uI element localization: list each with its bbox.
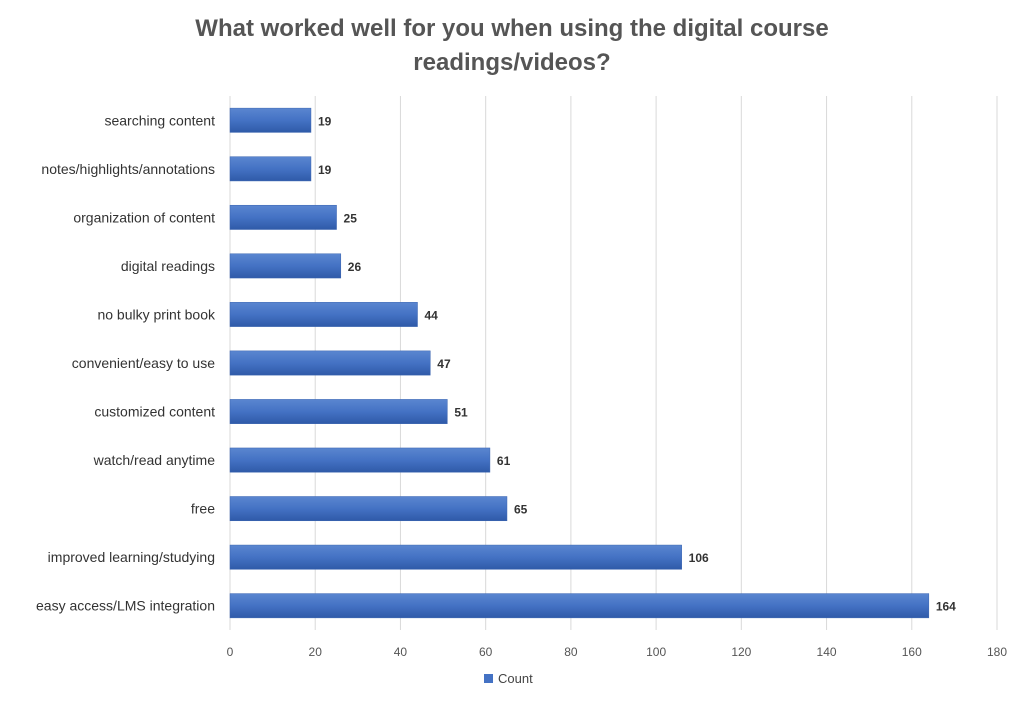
data-label: 65 [514, 503, 528, 517]
bar [229, 593, 930, 619]
category-labels: searching content notes/highlights/annota… [36, 112, 216, 613]
data-label: 19 [318, 114, 332, 128]
x-tick-label: 180 [987, 645, 1007, 659]
x-tick-label: 160 [902, 645, 922, 659]
data-labels: 19 19 25 26 44 47 51 61 65 106 164 [318, 114, 956, 613]
x-tick-label: 40 [394, 645, 408, 659]
data-label: 106 [689, 551, 709, 565]
data-label: 26 [348, 260, 362, 274]
category-label: free [191, 501, 215, 517]
bar [229, 156, 312, 182]
category-label: improved learning/studying [48, 549, 215, 565]
legend-label: Count [498, 671, 533, 686]
chart-title-line-2: readings/videos? [413, 49, 611, 76]
bar [229, 350, 431, 376]
data-label: 164 [936, 600, 956, 614]
bar [229, 447, 491, 473]
data-label: 61 [497, 454, 511, 468]
bar [229, 253, 342, 279]
bars [229, 107, 930, 619]
x-axis-ticks: 0 20 40 60 80 100 120 140 160 180 [227, 645, 1008, 659]
chart-title: What worked well for you when using the … [0, 12, 1024, 80]
x-tick-label: 100 [646, 645, 666, 659]
x-tick-label: 80 [564, 645, 578, 659]
category-label: convenient/easy to use [72, 355, 215, 371]
legend: Count [484, 671, 533, 686]
bar [229, 204, 337, 230]
x-tick-label: 20 [309, 645, 323, 659]
data-label: 47 [437, 357, 451, 371]
data-label: 44 [424, 308, 438, 322]
bar [229, 496, 508, 522]
bar [229, 544, 682, 570]
x-tick-label: 120 [731, 645, 751, 659]
x-tick-label: 140 [817, 645, 837, 659]
x-tick-label: 0 [227, 645, 234, 659]
x-tick-label: 60 [479, 645, 493, 659]
category-label: customized content [94, 404, 215, 420]
category-label: watch/read anytime [93, 452, 216, 468]
category-label: organization of content [73, 209, 215, 225]
bar [229, 399, 448, 424]
data-label: 25 [344, 211, 358, 225]
chart-title-line-1: What worked well for you when using the … [195, 15, 829, 42]
category-label: notes/highlights/annotations [41, 161, 215, 177]
category-label: searching content [104, 112, 215, 128]
category-label: easy access/LMS integration [36, 598, 215, 614]
category-label: digital readings [121, 258, 215, 274]
category-label: no bulky print book [97, 306, 216, 322]
legend-swatch [484, 674, 493, 683]
bar [229, 302, 418, 327]
data-label: 51 [454, 406, 468, 420]
bar [229, 107, 312, 133]
data-label: 19 [318, 163, 332, 177]
